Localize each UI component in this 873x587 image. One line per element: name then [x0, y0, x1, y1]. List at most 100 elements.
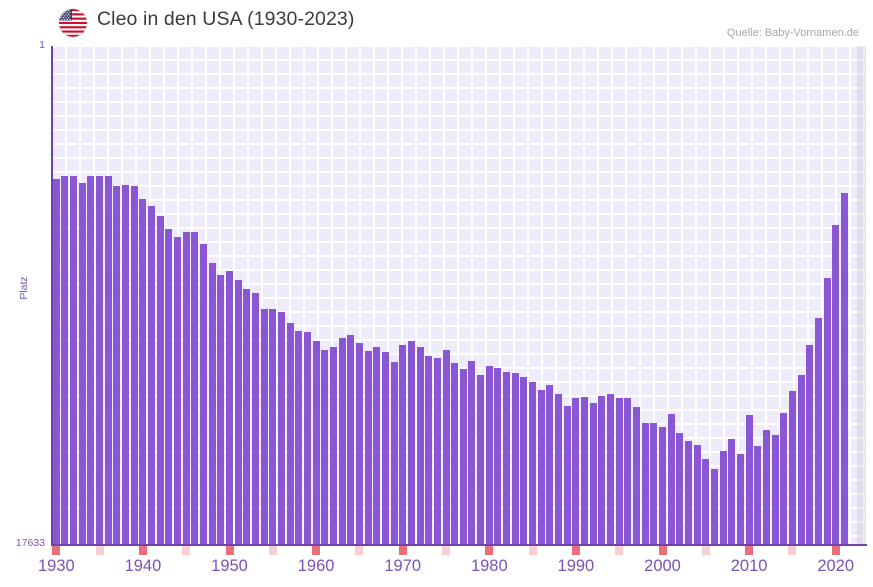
bar: [78, 182, 86, 545]
bar: [745, 415, 753, 545]
bar: [459, 369, 467, 545]
x-tick-major: [52, 546, 61, 555]
y-axis-title: Platz: [18, 276, 30, 300]
bar: [277, 311, 285, 545]
x-tick-major: [485, 546, 494, 555]
bar: [226, 270, 234, 545]
bar: [52, 178, 60, 545]
bar: [355, 343, 363, 545]
bar: [702, 458, 710, 545]
bar: [139, 198, 147, 545]
bar: [130, 186, 138, 545]
bar: [347, 334, 355, 545]
bar: [676, 432, 684, 545]
y-axis-tick-top: 1: [39, 39, 45, 51]
bar: [537, 390, 545, 545]
bar: [407, 340, 415, 545]
x-tick-major: [658, 546, 667, 555]
bar: [174, 236, 182, 545]
x-tick-minor: [182, 546, 191, 555]
bar: [624, 397, 632, 545]
bar: [148, 206, 156, 545]
bar: [659, 427, 666, 545]
x-axis-tick-label: 1980: [470, 557, 508, 575]
bar: [693, 445, 701, 545]
x-tick-major: [398, 546, 407, 555]
bar: [390, 361, 398, 545]
bar: [754, 445, 762, 545]
bar: [96, 176, 104, 545]
x-tick-minor: [788, 546, 797, 555]
bar: [399, 344, 407, 545]
x-axis-line: [52, 544, 867, 546]
bar: [615, 397, 623, 545]
x-tick-major: [745, 546, 754, 555]
bar: [814, 318, 822, 545]
bar: [598, 395, 606, 545]
bar: [303, 331, 311, 545]
bar: [338, 338, 346, 545]
bar: [61, 175, 69, 545]
x-tick-major: [571, 546, 580, 555]
x-axis-tick-label: 2000: [644, 557, 681, 575]
x-axis-tick-label: 1970: [384, 557, 422, 575]
x-axis-tick-label: 1940: [124, 557, 162, 575]
bar: [563, 405, 571, 545]
no-data-shaded-region: [857, 46, 866, 545]
bar: [503, 372, 511, 545]
bar: [329, 346, 337, 545]
x-tick-minor: [95, 546, 104, 555]
bar: [373, 346, 381, 545]
x-tick-major: [138, 546, 147, 555]
bar: [217, 274, 225, 545]
x-tick-minor: [615, 546, 624, 555]
bar: [425, 355, 433, 545]
bar: [243, 288, 251, 545]
bar: [70, 175, 78, 545]
bar: [442, 349, 450, 545]
bar: [589, 402, 597, 545]
bar: [780, 412, 788, 545]
x-tick-major: [225, 546, 234, 555]
bar: [156, 216, 164, 545]
bar: [572, 398, 580, 545]
bar: [295, 331, 303, 545]
bar: [494, 368, 502, 545]
bar: [710, 469, 718, 545]
x-tick-minor: [528, 546, 537, 555]
x-tick-minor: [442, 546, 450, 555]
bar: [433, 357, 441, 545]
bar: [607, 394, 615, 545]
bar: [762, 430, 770, 545]
bar: [736, 454, 744, 545]
x-tick-minor: [355, 546, 364, 555]
x-axis-tick-label: 1930: [37, 557, 75, 575]
bar: [87, 175, 95, 545]
bar: [788, 391, 796, 545]
bar: [165, 228, 173, 545]
x-axis-tick-label: 1950: [211, 557, 248, 575]
x-tick-major: [831, 546, 840, 555]
bar: [511, 372, 519, 545]
chart-plot-area: [52, 46, 866, 545]
bar: [529, 382, 537, 545]
bar: [581, 397, 589, 545]
bar: [771, 435, 779, 545]
bar: [633, 406, 641, 545]
bar: [200, 243, 208, 545]
bar: [555, 394, 563, 545]
bar: [719, 450, 727, 545]
bar: [546, 385, 554, 545]
bar: [451, 362, 459, 545]
bar: [728, 438, 736, 545]
bar: [364, 351, 372, 545]
bar: [260, 308, 268, 545]
us-flag-icon: [59, 9, 87, 37]
bar: [182, 232, 190, 545]
bar: [208, 263, 216, 545]
chart-header: Cleo in den USA (1930-2023) Quelle: Baby…: [0, 0, 873, 46]
x-tick-minor: [268, 546, 277, 555]
x-tick-major: [312, 546, 321, 555]
bar: [269, 308, 277, 545]
bar: [122, 184, 130, 545]
